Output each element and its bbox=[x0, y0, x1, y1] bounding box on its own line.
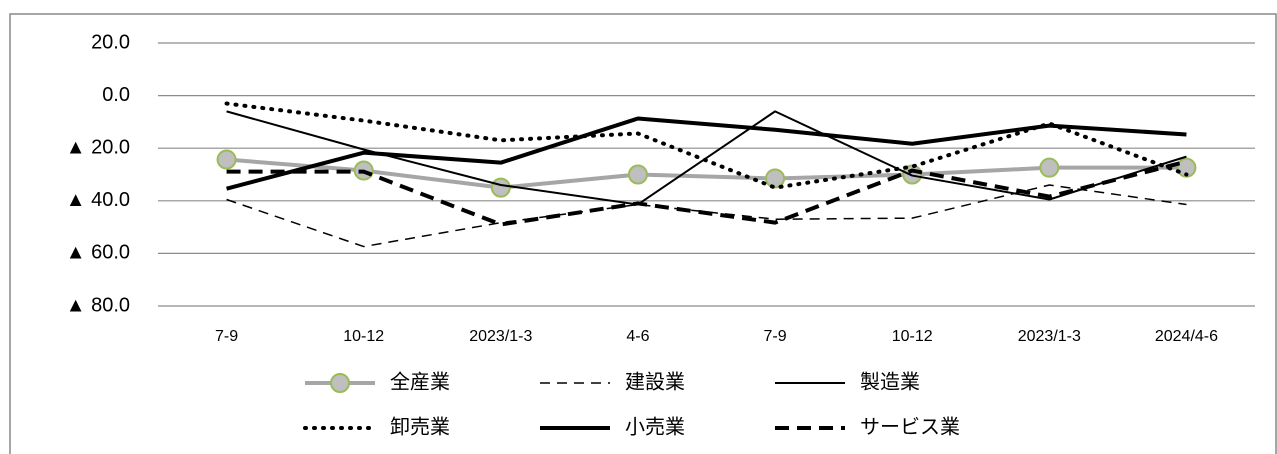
y-tick-label: 0.0 bbox=[102, 84, 130, 106]
y-tick-label: ▲ 20.0 bbox=[66, 136, 130, 158]
legend-marker bbox=[330, 373, 350, 393]
chart-frame bbox=[9, 13, 1277, 454]
x-tick-label: 2024/4-6 bbox=[1155, 328, 1218, 345]
series-line bbox=[226, 159, 1187, 227]
point-marker bbox=[490, 177, 511, 198]
x-tick-label: 7-9 bbox=[215, 328, 238, 345]
x-tick-label: 7-9 bbox=[764, 328, 787, 345]
y-tick-label: ▲ 80.0 bbox=[66, 294, 130, 316]
x-tick-label: 10-12 bbox=[343, 328, 384, 345]
series-line bbox=[226, 157, 1187, 190]
legend-label: 卸売業 bbox=[390, 415, 450, 439]
point-marker bbox=[765, 168, 786, 189]
x-tick-label: 10-12 bbox=[892, 328, 933, 345]
legend-label: 小売業 bbox=[625, 415, 685, 439]
y-tick-label: 20.0 bbox=[91, 31, 130, 53]
y-tick-label: ▲ 60.0 bbox=[66, 242, 130, 264]
point-marker bbox=[1039, 157, 1060, 178]
legend-label: サービス業 bbox=[860, 415, 960, 439]
x-tick-label: 2023/1-3 bbox=[469, 328, 532, 345]
y-tick-label: ▲ 40.0 bbox=[66, 189, 130, 211]
series-line bbox=[224, 101, 1189, 190]
legend-label: 製造業 bbox=[860, 370, 920, 394]
point-marker bbox=[1176, 157, 1197, 178]
point-marker bbox=[216, 149, 237, 170]
series-line bbox=[226, 116, 1187, 191]
legend-label: 全産業 bbox=[390, 370, 450, 394]
point-marker bbox=[627, 164, 648, 185]
legend-label: 建設業 bbox=[625, 370, 685, 394]
x-tick-label: 2023/1-3 bbox=[1018, 328, 1081, 345]
x-tick-label: 4-6 bbox=[626, 328, 649, 345]
